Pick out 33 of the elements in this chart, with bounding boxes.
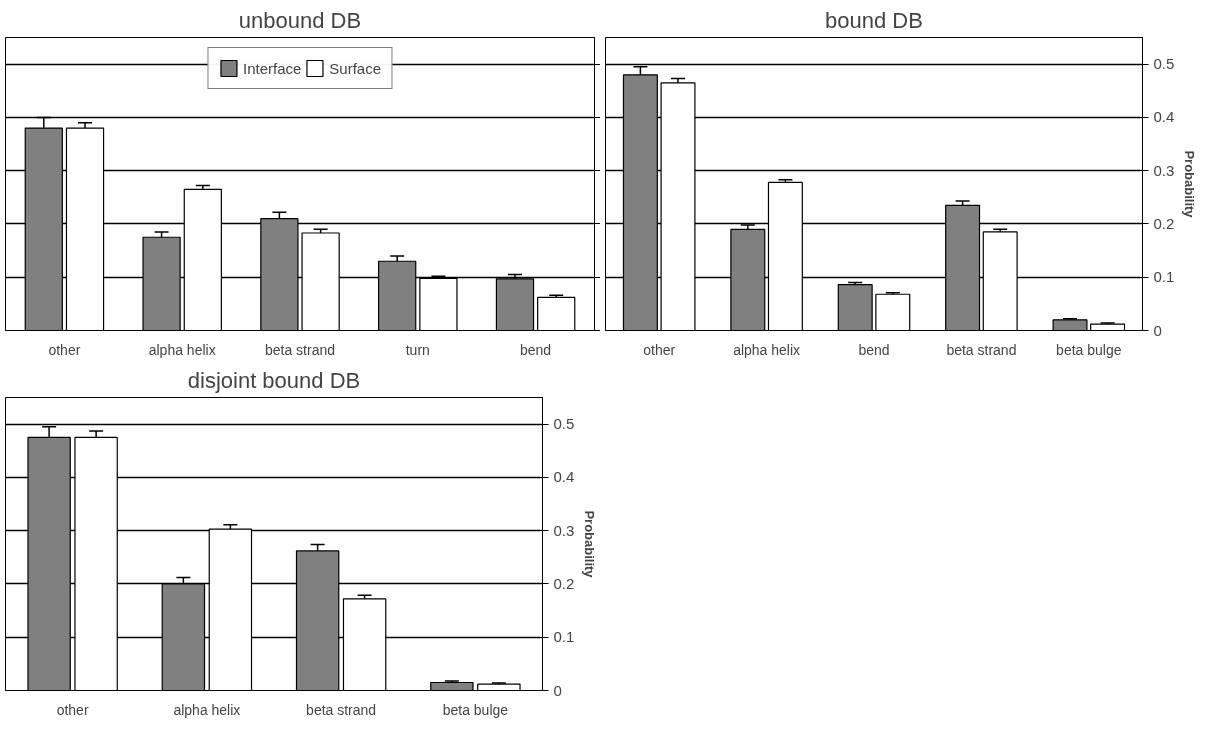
x-tick-label: other: [643, 341, 676, 358]
x-tick-label: other: [56, 701, 89, 718]
x-tick-label: alpha helix: [173, 701, 241, 718]
chart-title: disjoint bound DB: [187, 367, 361, 393]
y-tick-label: 0.1: [553, 628, 575, 646]
y-tick-label: 0.4: [553, 468, 575, 486]
y-tick-label: 0.2: [1153, 214, 1175, 232]
y-tick-label: 0: [1153, 321, 1162, 339]
x-tick-label: beta bulge: [442, 701, 509, 718]
y-tick-label: 0.5: [553, 415, 575, 433]
y-tick-label: 0.5: [1153, 55, 1175, 73]
x-tick-label: bend: [520, 341, 552, 358]
y-tick-label: 0.3: [553, 521, 575, 539]
y-tick-label: 0.4: [1153, 108, 1175, 126]
x-tick-label: beta strand: [264, 341, 336, 358]
x-tick-label: beta bulge: [1056, 341, 1122, 358]
y-axis-title: Probability: [582, 510, 598, 579]
y-tick-label: 0.3: [1153, 161, 1175, 179]
x-tick-label: turn: [405, 341, 430, 358]
y-tick-label: 0: [553, 681, 562, 699]
x-tick-label: other: [48, 341, 81, 358]
x-tick-label: beta strand: [946, 341, 1017, 358]
x-tick-label: bend: [858, 341, 890, 358]
y-axis-title: Probability: [1182, 150, 1198, 219]
chart-title: unbound DB: [238, 7, 362, 33]
y-tick-label: 0.2: [553, 574, 575, 592]
legend-label: Surface: [329, 59, 382, 77]
legend-label: Interface: [242, 59, 302, 77]
x-tick-label: alpha helix: [148, 341, 216, 358]
chart-title: bound DB: [825, 7, 923, 33]
x-tick-label: beta strand: [306, 701, 377, 718]
y-tick-label: 0.1: [1153, 268, 1175, 286]
x-tick-label: alpha helix: [733, 341, 801, 358]
